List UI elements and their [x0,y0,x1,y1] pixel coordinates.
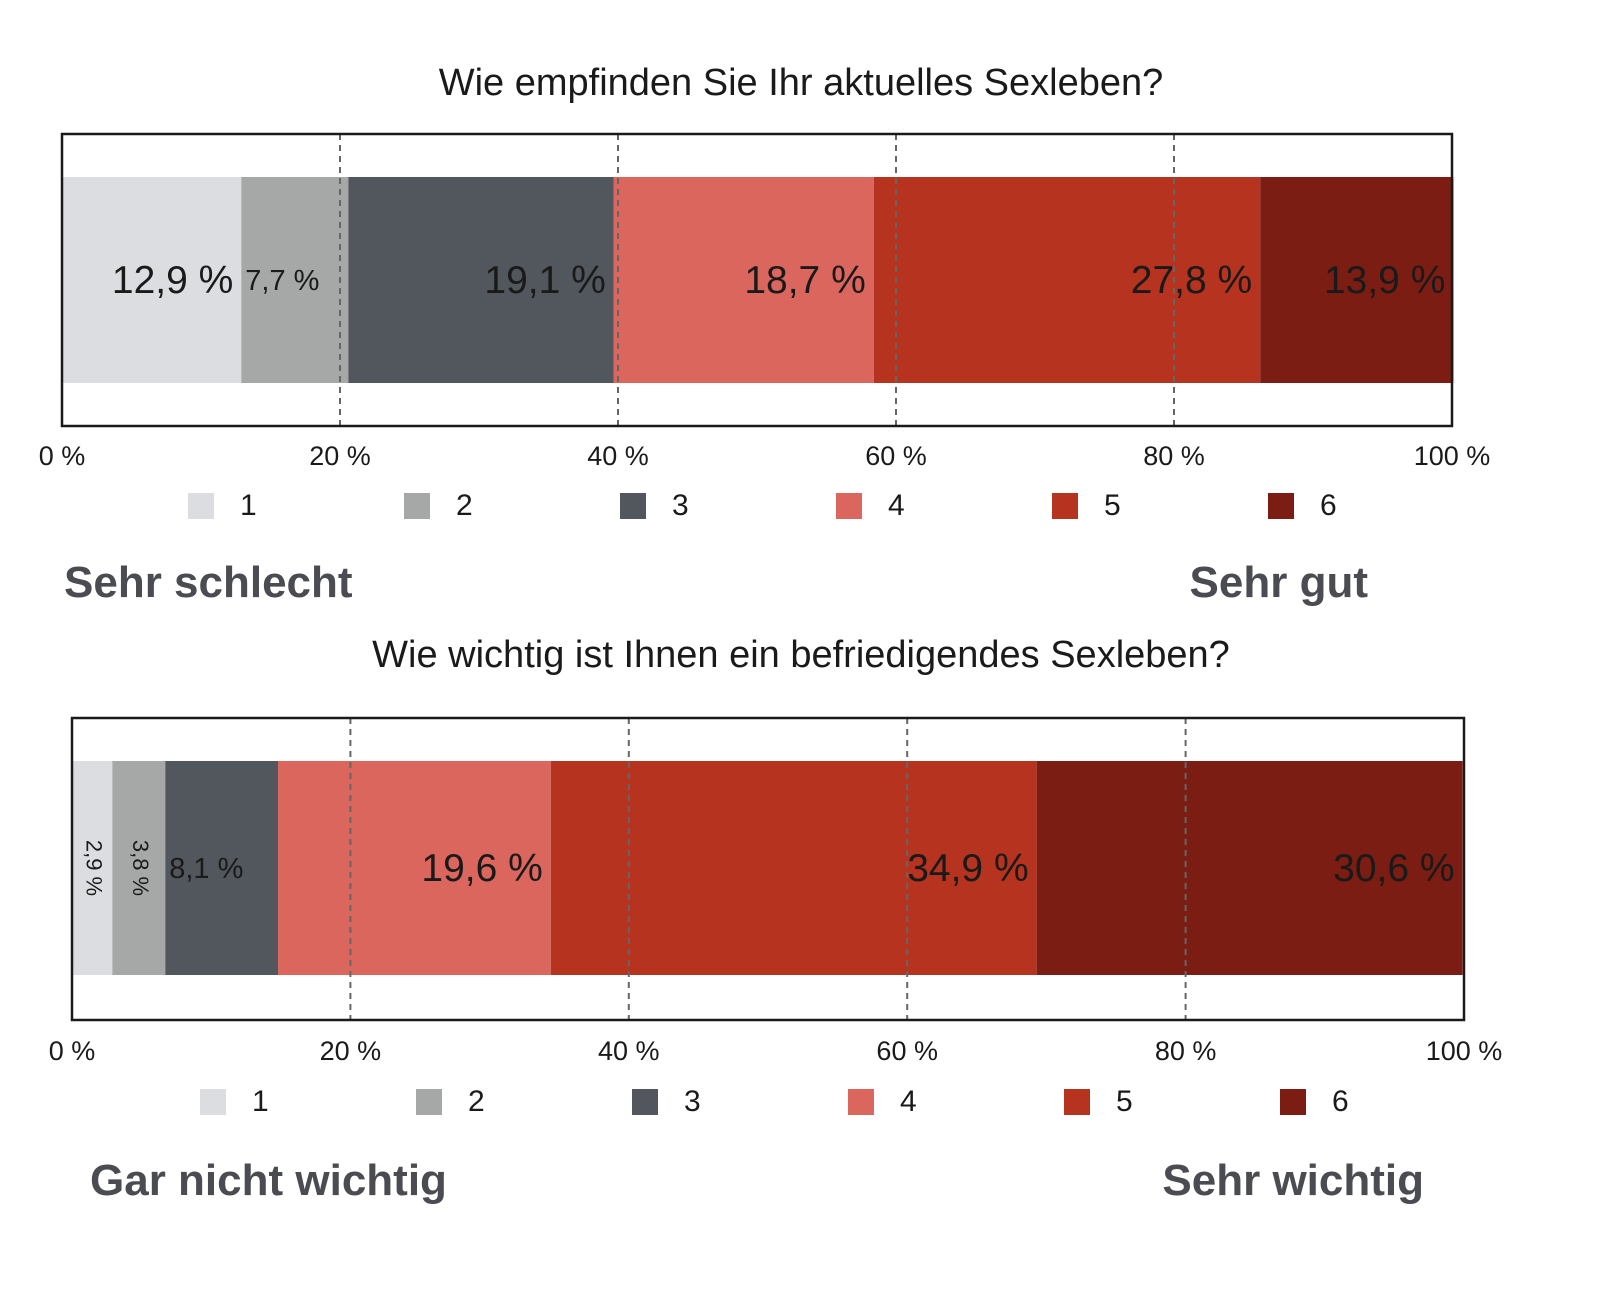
chart-title: Wie empfinden Sie Ihr aktuelles Sexleben… [438,62,1164,104]
bar-segment-3 [165,761,279,975]
x-tick-label: 100 % [1426,1036,1503,1066]
bar-segment-1 [72,761,113,975]
legend-label: 4 [900,1085,917,1118]
x-tick-label: 80 % [1143,441,1205,471]
legend-swatch [1280,1089,1306,1115]
data-label: 2,9 % [81,840,106,896]
data-label: 7,7 % [245,265,319,297]
x-tick-label: 40 % [598,1036,660,1066]
legend-swatch [416,1089,442,1115]
legend-item-2: 2 [416,1082,485,1122]
legend-label: 2 [456,489,473,522]
data-label: 34,9 % [907,847,1028,890]
legend-swatch [1052,493,1078,519]
data-label: 3,8 % [128,840,153,896]
bar-segment-5 [550,761,1037,975]
legend: 1 2 3 4 5 6 [0,486,1602,526]
legend-swatch [632,1089,658,1115]
bar-segment-3 [348,177,614,383]
data-label: 30,6 % [1333,847,1454,890]
plot-frame [60,132,1454,428]
scale-high-label: Sehr wichtig [1162,1156,1424,1205]
data-label: 18,7 % [744,259,865,302]
bar-segment-6 [1260,177,1454,383]
legend-swatch [1064,1089,1090,1115]
legend-item-6: 6 [1280,1082,1349,1122]
legend-item-4: 4 [848,1082,917,1122]
legend-item-6: 6 [1268,486,1337,526]
x-tick-label: 60 % [865,441,927,471]
legend-swatch [188,493,214,519]
x-tick-label: 80 % [1155,1036,1217,1066]
legend-label: 1 [252,1085,269,1118]
bar-segment-4 [278,761,551,975]
data-label: 27,8 % [1131,259,1252,302]
bar-segment-1 [62,177,242,383]
legend-swatch [836,493,862,519]
chart-title: Wie wichtig ist Ihnen ein befriedigendes… [372,634,1230,676]
legend-label: 5 [1116,1085,1133,1118]
legend-swatch [620,493,646,519]
data-label: 19,1 % [484,259,605,302]
legend-label: 2 [468,1085,485,1118]
scale-high-label: Sehr gut [1189,558,1368,607]
x-tick-label: 100 % [1414,441,1491,471]
legend-label: 3 [672,489,689,522]
legend-item-2: 2 [404,486,473,526]
x-tick-label: 0 % [39,441,86,471]
legend-item-1: 1 [200,1082,269,1122]
bar-segment-6 [1036,761,1463,975]
legend-item-3: 3 [620,486,689,526]
legend-label: 4 [888,489,905,522]
legend-label: 5 [1104,489,1121,522]
bar-segment-5 [873,177,1261,383]
scale-low-label: Sehr schlecht [64,558,353,607]
legend-item-4: 4 [836,486,905,526]
x-tick-label: 60 % [876,1036,938,1066]
x-tick-label: 20 % [309,441,371,471]
legend-swatch [200,1089,226,1115]
bar-segment-4 [613,177,874,383]
bar-segment-2 [241,177,349,383]
data-label: 12,9 % [112,259,233,302]
x-tick-label: 0 % [49,1036,96,1066]
legend-label: 1 [240,489,257,522]
stacked-bar-plot: 12,9 % 7,7 % 19,1 % 18,7 % 27,8 % 13,9 % 0 % 20… [39,132,1491,471]
legend-swatch [848,1089,874,1115]
data-label: 8,1 % [169,853,243,885]
bar-segment-2 [112,761,166,975]
legend-label: 3 [684,1085,701,1118]
x-tick-label: 40 % [587,441,649,471]
scale-low-label: Gar nicht wichtig [90,1156,447,1205]
legend-swatch [1268,493,1294,519]
plot-frame [70,716,1466,1022]
legend-label: 6 [1320,489,1337,522]
legend-item-5: 5 [1052,486,1121,526]
data-label: 13,9 % [1324,259,1445,302]
legend-label: 6 [1332,1085,1349,1118]
legend-swatch [404,493,430,519]
legend-item-1: 1 [188,486,257,526]
legend-item-3: 3 [632,1082,701,1122]
data-label: 19,6 % [421,847,542,890]
legend: 1 2 3 4 5 6 [0,1082,1602,1122]
x-tick-label: 20 % [320,1036,382,1066]
stacked-bar-plot: 2,9 % 3,8 % 8,1 % 19,6 % 34,9 % 30,6 % 0 % 20 %… [49,716,1503,1066]
legend-item-5: 5 [1064,1082,1133,1122]
